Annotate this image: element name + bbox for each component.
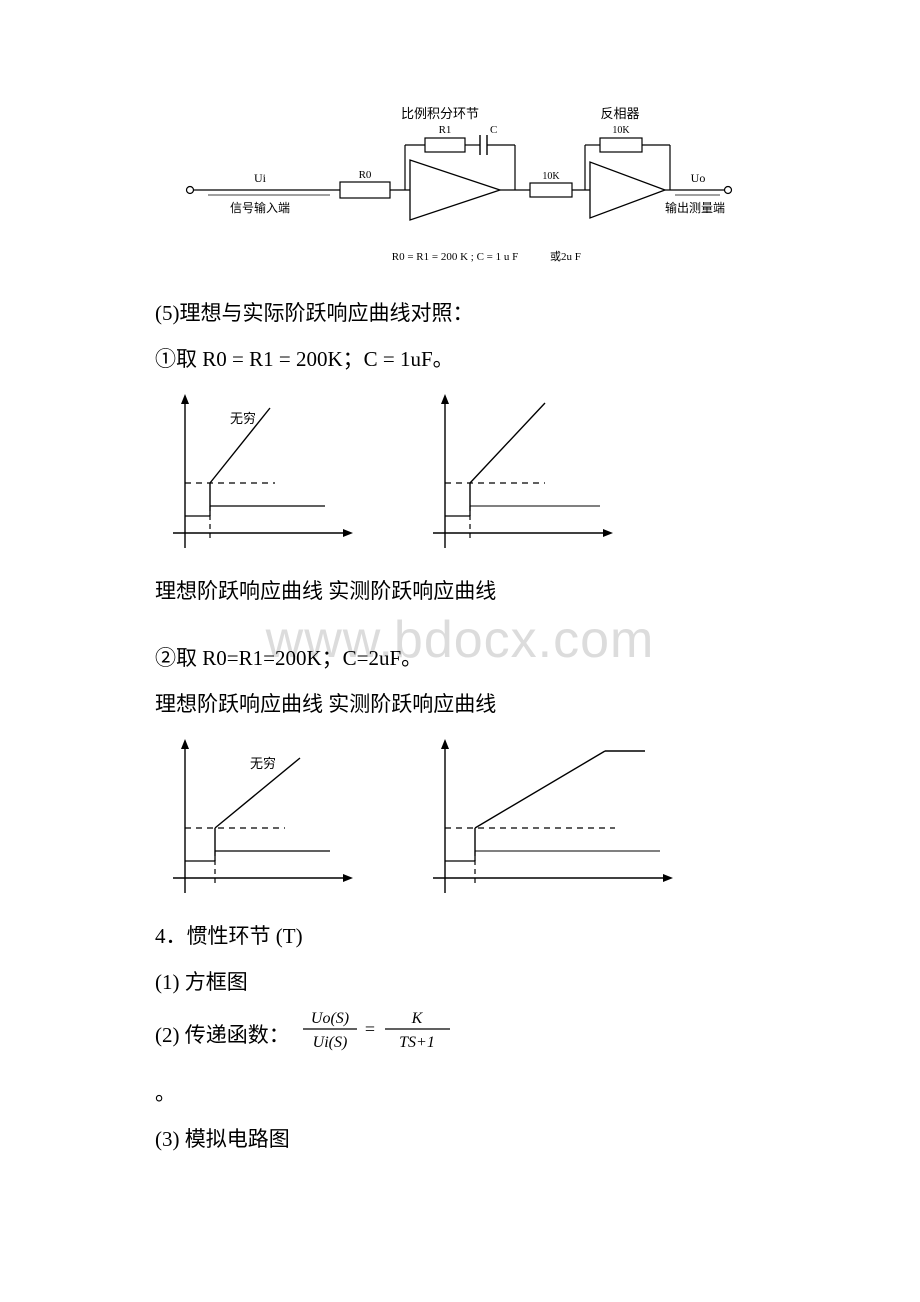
measured-curve-2 <box>415 733 675 903</box>
text-line-8: (2) 传递函数： Uo(S) Ui(S) = K TS+1 <box>155 1005 765 1069</box>
circuit-diagram: 比例积分环节 反相器 Ui 信号输入端 R0 R1 <box>180 100 740 270</box>
opamp-2 <box>590 162 665 218</box>
inf-label-2: 无穷 <box>250 756 276 771</box>
resistor-r0 <box>340 182 390 198</box>
output-terminal <box>725 187 732 194</box>
text-line-2: ①取 R0 = R1 = 200K；C = 1uF。 <box>155 336 765 382</box>
resistor-inv <box>600 138 642 152</box>
transfer-function: Uo(S) Ui(S) = K TS+1 <box>295 1005 465 1069</box>
measured-curve-1 <box>415 388 615 558</box>
text-line-10: (3) 模拟电路图 <box>155 1116 765 1162</box>
curves-row-1: 无穷 <box>155 388 765 558</box>
circuit-footnote2: 或2u F <box>550 250 581 263</box>
text-line-3: 理想阶跃响应曲线 实测阶跃响应曲线 <box>155 568 765 614</box>
rmid-label: 10K <box>542 171 560 182</box>
circuit-title-left: 比例积分环节 <box>401 106 479 121</box>
ui-sublabel: 信号输入端 <box>230 200 290 215</box>
r0-label: R0 <box>359 169 372 181</box>
text-line-5: 理想阶跃响应曲线 实测阶跃响应曲线 <box>155 681 765 727</box>
ideal-curve-2: 无穷 <box>155 733 355 903</box>
text-line-7: (1) 方框图 <box>155 959 765 1005</box>
ui-label: Ui <box>254 171 267 185</box>
tf-num-right: K <box>411 1010 424 1027</box>
c-label: C <box>490 124 497 136</box>
ideal-curve-1: 无穷 <box>155 388 355 558</box>
uo-label: Uo <box>691 171 706 185</box>
tf-prefix: (2) 传递函数： <box>155 1023 290 1047</box>
resistor-r1 <box>425 138 465 152</box>
text-line-9: 。 <box>155 1070 765 1116</box>
r1-label: R1 <box>439 124 452 136</box>
tf-den-right: TS+1 <box>399 1034 435 1051</box>
input-terminal <box>187 187 194 194</box>
tf-num-left: Uo(S) <box>311 1010 349 1027</box>
circuit-title-right: 反相器 <box>600 106 639 121</box>
curves-row-2: 无穷 <box>155 733 765 903</box>
uo-sublabel: 输出测量端 <box>665 200 725 215</box>
tf-eq: = <box>365 1019 375 1039</box>
resistor-mid <box>530 183 572 197</box>
text-line-4: ②取 R0=R1=200K；C=2uF。 <box>155 635 765 681</box>
text-line-1: (5)理想与实际阶跃响应曲线对照： <box>155 290 765 336</box>
text-line-6: 4．惯性环节 (T) <box>155 913 765 959</box>
tf-den-left: Ui(S) <box>313 1034 348 1051</box>
rinv-label: 10K <box>612 125 630 136</box>
inf-label-1: 无穷 <box>230 411 256 426</box>
circuit-footnote: R0 = R1 = 200 K ; C = 1 u F <box>392 251 519 263</box>
opamp-1 <box>410 160 500 220</box>
